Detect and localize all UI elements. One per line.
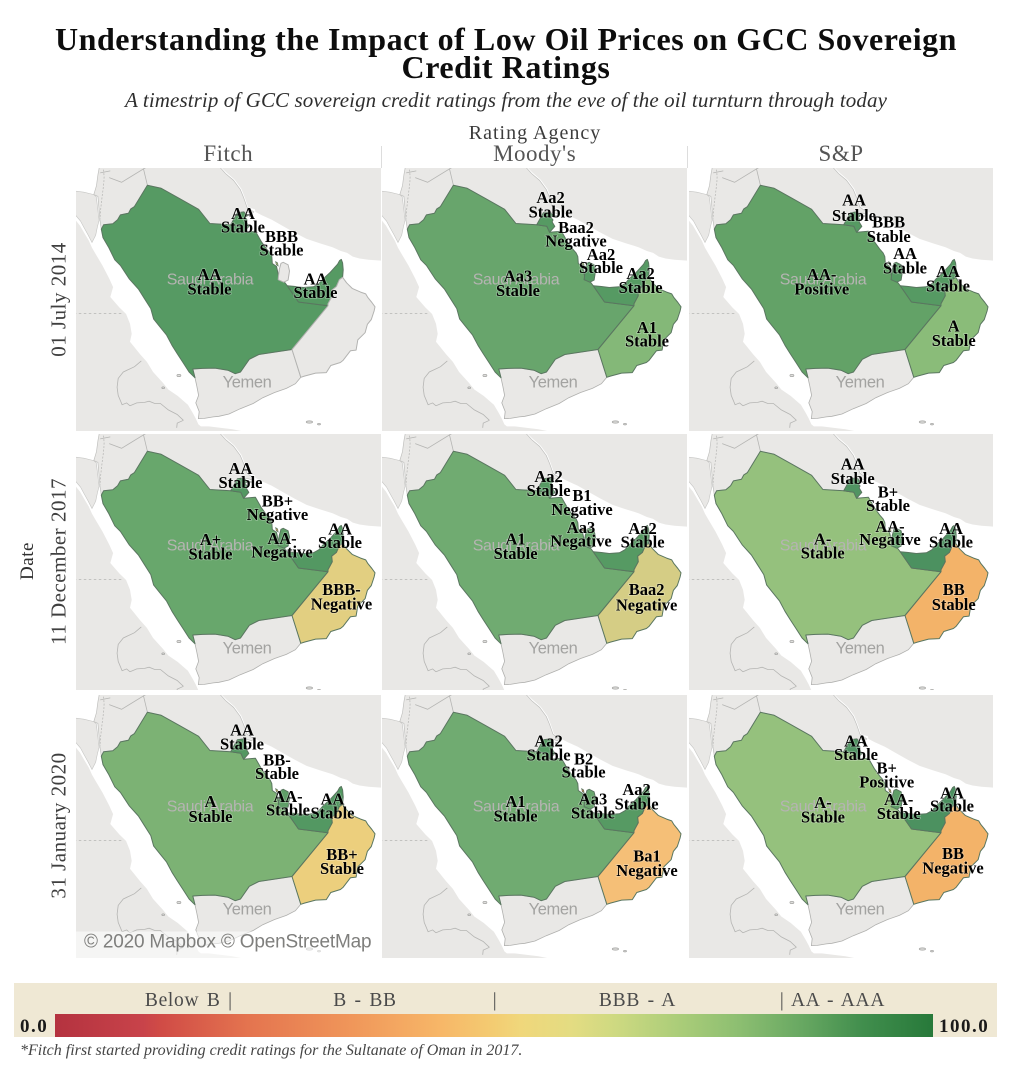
svg-text:BB+Negative: BB+ Negative	[247, 492, 308, 525]
svg-text:A-Stable: A-Stable	[801, 793, 845, 827]
svg-text:BB-Stable: BB-Stable	[255, 750, 299, 783]
svg-text:A+Stable: A+ Stable	[188, 530, 232, 564]
svg-text:BBB-Negative: BBB-Negative	[311, 580, 372, 614]
svg-text:AA-Negative: AA-Negative	[859, 517, 920, 549]
svg-text:AA-Negative: AA-Negative	[251, 529, 312, 562]
svg-text:B+Positive: B+ Positive	[859, 758, 914, 791]
svg-text:A-Stable: A-Stable	[800, 530, 844, 563]
svg-text:© 2020 Mapbox © OpenStreetMap: © 2020 Mapbox © OpenStreetMap	[84, 931, 371, 952]
svg-text:AA-Positive: AA-Positive	[794, 265, 849, 299]
svg-text:AA-Stable: AA-Stable	[876, 790, 920, 823]
svg-text:B+Stable: B+ Stable	[866, 483, 910, 516]
svg-text:AA-Stable: AA-Stable	[266, 787, 310, 820]
svg-text:BB+Stable: BB+ Stable	[320, 845, 364, 878]
